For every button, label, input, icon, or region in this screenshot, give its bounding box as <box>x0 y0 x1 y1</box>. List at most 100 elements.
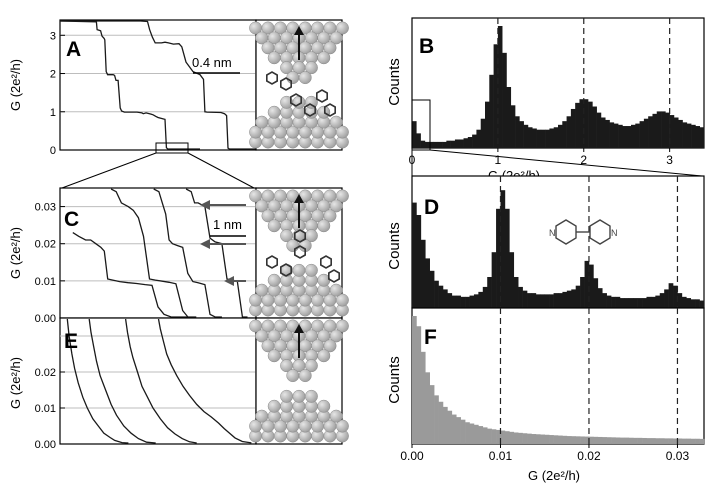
panel-f-bar-37 <box>575 436 581 444</box>
panel-d-bar-50 <box>633 298 638 308</box>
arrowhead-030 <box>200 200 210 210</box>
zoom-box-a <box>155 142 189 154</box>
panel-f-bar-55 <box>655 438 661 444</box>
panel-f-bar-28 <box>535 434 541 444</box>
panel-d-bar-36 <box>571 289 576 308</box>
panel-a-trace-0 <box>59 20 200 150</box>
panel-f-bar-8 <box>447 410 453 444</box>
panel-b-bar-62 <box>678 119 683 148</box>
panel-d-bar-51 <box>637 298 643 308</box>
panel-b-bar-22 <box>506 87 512 148</box>
panel-e-y-tick-label-0: 0.00 <box>35 439 56 451</box>
panel-c-trace-1 <box>110 188 197 318</box>
panel-e-y-axis-label: G (2e²/h) <box>8 357 23 409</box>
panel-f-bar-15 <box>478 426 484 444</box>
illusE-atom-58 <box>317 399 331 413</box>
panel-f-bar-13 <box>469 423 475 444</box>
panel-f-bar-36 <box>571 436 576 444</box>
panel-b-bar-20 <box>497 26 503 148</box>
panel-d-bar-32 <box>553 293 559 308</box>
illusC-pull-arrowhead-icon <box>294 194 304 203</box>
panel-b-inset-box <box>411 99 431 151</box>
panel-f-bar-42 <box>597 436 603 444</box>
panel-f-bar-39 <box>584 436 590 444</box>
panel-f-bar-32 <box>553 435 559 444</box>
panel-b-bar-51 <box>631 124 636 148</box>
bipyridine-molecule-icon: N N <box>549 219 618 245</box>
panel-b-bar-58 <box>661 111 666 148</box>
panel-f-bar-44 <box>606 437 612 444</box>
panel-b-bar-8 <box>446 140 451 148</box>
panel-b-bar-37 <box>570 108 576 148</box>
panel-f-bar-43 <box>602 437 607 444</box>
panel-b-bar-6 <box>437 141 443 148</box>
panel-f-bar-27 <box>531 434 537 444</box>
panel-b-bar-64 <box>686 123 692 148</box>
panel-f-bar-49 <box>628 437 634 444</box>
illusE-atom-29 <box>286 369 300 383</box>
panel-b-bar-30 <box>540 129 546 148</box>
panel-b-bar-12 <box>463 138 469 148</box>
panel-f-bar-5 <box>434 395 439 444</box>
panel-f-x-tick-label-3: 0.03 <box>666 449 690 463</box>
panel-b-x-tick-label-3: 3 <box>666 153 673 167</box>
panel-d-bar-40 <box>588 264 594 308</box>
panel-f-bar-41 <box>593 436 599 444</box>
panel-d-dashed-lines <box>499 176 679 308</box>
panel-c-y-tick-label-2: 0.02 <box>35 239 56 251</box>
panel-f-bar-63 <box>690 438 696 444</box>
zoom-line-right <box>187 152 255 189</box>
panel-f-bar-12 <box>465 422 470 444</box>
panel-b-bar-34 <box>558 124 563 148</box>
panel-d-bar-35 <box>566 290 572 308</box>
panel-b-bar-21 <box>502 52 507 149</box>
panel-b-bar-14 <box>472 134 477 148</box>
panel-b-bar-56 <box>652 113 658 148</box>
panel-d-bar-7 <box>442 289 448 308</box>
panel-d-bar-0 <box>412 202 417 308</box>
panel-c-scale-bar-label: 1 nm <box>213 217 242 232</box>
illusA-atom-14 <box>329 31 343 45</box>
panel-d-bar-65 <box>699 300 705 308</box>
panel-c-trace-2 <box>153 188 222 318</box>
panel-b-bar-52 <box>635 123 640 148</box>
molecule-ring-a3 <box>289 93 303 107</box>
panel-b-bar-28 <box>532 128 537 148</box>
panel-b-bar-49 <box>622 126 627 148</box>
illusA-atom-25 <box>317 51 331 65</box>
illusA-atom-29 <box>286 71 300 85</box>
panel-d-bar-60 <box>677 293 683 308</box>
panel-b-bar-43 <box>596 112 602 148</box>
panel-f-x-tick-label-1: 0.01 <box>489 449 513 463</box>
panel-b-bar-42 <box>592 106 597 148</box>
panel-b-bar-35 <box>562 121 567 148</box>
panel-f-bar-56 <box>659 438 665 444</box>
panel-b-bar-61 <box>673 117 679 148</box>
illusA-atom-54 <box>267 105 281 119</box>
molecule-ring-a1 <box>265 71 279 85</box>
panel-b-bar-32 <box>549 128 554 148</box>
panel-b-bar-48 <box>618 124 623 148</box>
panel-a-y-tick-label-0: 0 <box>50 145 56 157</box>
illusA-pull-arrowhead-icon <box>294 26 304 35</box>
panel-d-bar-57 <box>664 289 669 308</box>
panel-c-plot-frame <box>59 187 257 319</box>
panel-f-bar-7 <box>442 406 448 444</box>
panel-b-bar-16 <box>480 118 486 148</box>
molecule-ring-c5 <box>319 255 333 269</box>
panel-a-y-ticks: 0 1 2 3 <box>50 30 65 157</box>
panel-d-bar-44 <box>606 295 612 308</box>
panel-f-bar-64 <box>695 438 700 444</box>
panel-f-bar-6 <box>438 401 444 444</box>
panel-d-bar-42 <box>597 288 603 308</box>
panel-c-y-tick-label-3: 0.03 <box>35 202 56 214</box>
panel-b-bar-39 <box>579 99 585 148</box>
panel-e-label: E <box>64 330 78 353</box>
panel-f-bar-47 <box>619 437 625 444</box>
illusE-atom-59 <box>280 389 294 403</box>
illusE-atom-46 <box>335 419 349 433</box>
panel-b-bar-65 <box>691 124 696 148</box>
panel-f-bar-45 <box>611 437 616 444</box>
